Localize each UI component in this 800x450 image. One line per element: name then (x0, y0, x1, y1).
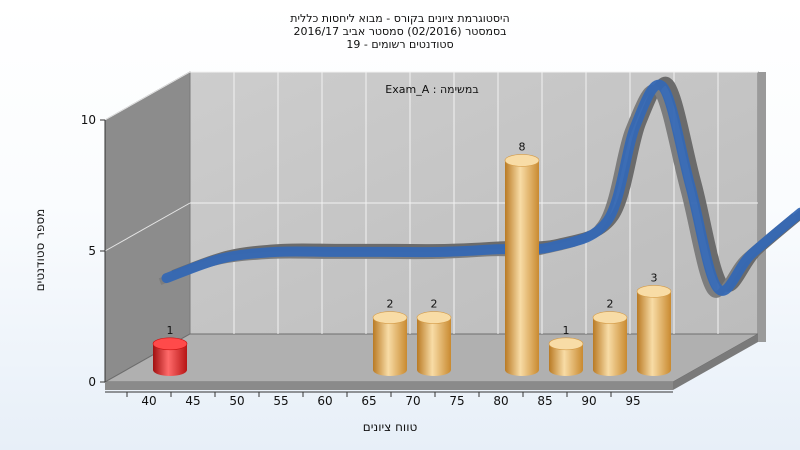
y-tick-label: 10 (81, 113, 96, 127)
histogram-bar: 8 (504, 140, 540, 376)
histogram-bar: 3 (636, 271, 672, 376)
x-tick-label: 45 (185, 394, 200, 408)
x-tick-label: 55 (273, 394, 288, 408)
histogram-bar: 1 (548, 324, 584, 376)
bar-body (549, 343, 583, 376)
chart-title-line-3: סטודנטים רשומים - 19 (346, 38, 453, 51)
bar-body (593, 317, 627, 376)
bar-top (592, 311, 628, 324)
bar-top (548, 337, 584, 351)
bar-body (505, 160, 539, 376)
bar-value-label: 2 (431, 298, 438, 311)
bar-top (416, 311, 452, 324)
x-tick-label: 70 (405, 394, 420, 408)
chart-title-line-2: בסמסטר (02/2016) סמסטר אביב 2016/17 (293, 25, 506, 38)
grid-lines (104, 71, 758, 334)
bar-value-label: 8 (519, 140, 526, 153)
x-tick-label: 65 (361, 394, 376, 408)
x-tick-label: 90 (581, 394, 596, 408)
bar-value-label: 3 (651, 271, 658, 284)
x-tick-label: 40 (141, 394, 156, 408)
trend-ribbon-top (161, 79, 800, 296)
x-tick-label: 80 (493, 394, 508, 408)
y-tick-label: 0 (88, 375, 96, 389)
bar-top (372, 311, 408, 324)
x-tick-label: 85 (537, 394, 552, 408)
bar-body (417, 317, 451, 376)
chart-floor-right-edge (673, 334, 758, 390)
bar-value-label: 1 (167, 324, 174, 337)
bar-top (504, 154, 540, 167)
x-tick-label: 50 (229, 394, 244, 408)
histogram-bar: 2 (592, 298, 628, 376)
grid-line-wall (104, 202, 191, 252)
chart-back-wall-right-edge (758, 72, 766, 342)
histogram-bar: 2 (372, 298, 408, 376)
x-tick-label: 95 (625, 394, 640, 408)
bar-value-label: 2 (607, 298, 614, 311)
bar-body (373, 317, 407, 376)
x-axis-title: טווח ציונים (363, 420, 418, 434)
x-tick-label: 75 (449, 394, 464, 408)
axes: 0 5 10 40 45 50 55 60 65 70 75 80 85 90 95 (81, 113, 673, 408)
y-tick-label: 5 (88, 244, 96, 258)
x-tick-label: 60 (317, 394, 332, 408)
histogram-bar: 1 (152, 324, 188, 376)
bar-top (152, 337, 188, 351)
chart-title-line-1: היסטוגרמת ציונים בקורס - מבוא ליחסות כלל… (290, 12, 509, 25)
bars: 1 2 2 8 1 2 3 (152, 140, 672, 376)
bar-body (153, 343, 187, 376)
bar-value-label: 2 (387, 298, 394, 311)
exam-annotation: Exam_A : במשימה (385, 83, 478, 96)
histogram-bar: 2 (416, 298, 452, 376)
chart-floor-front (105, 382, 673, 390)
bar-top (636, 285, 672, 298)
bar-value-label: 1 (563, 324, 570, 337)
bar-body (637, 291, 671, 376)
trend-ribbon (158, 76, 800, 298)
y-axis-title: מספר סטודנטים (33, 209, 47, 292)
grid-line-wall (104, 71, 191, 121)
